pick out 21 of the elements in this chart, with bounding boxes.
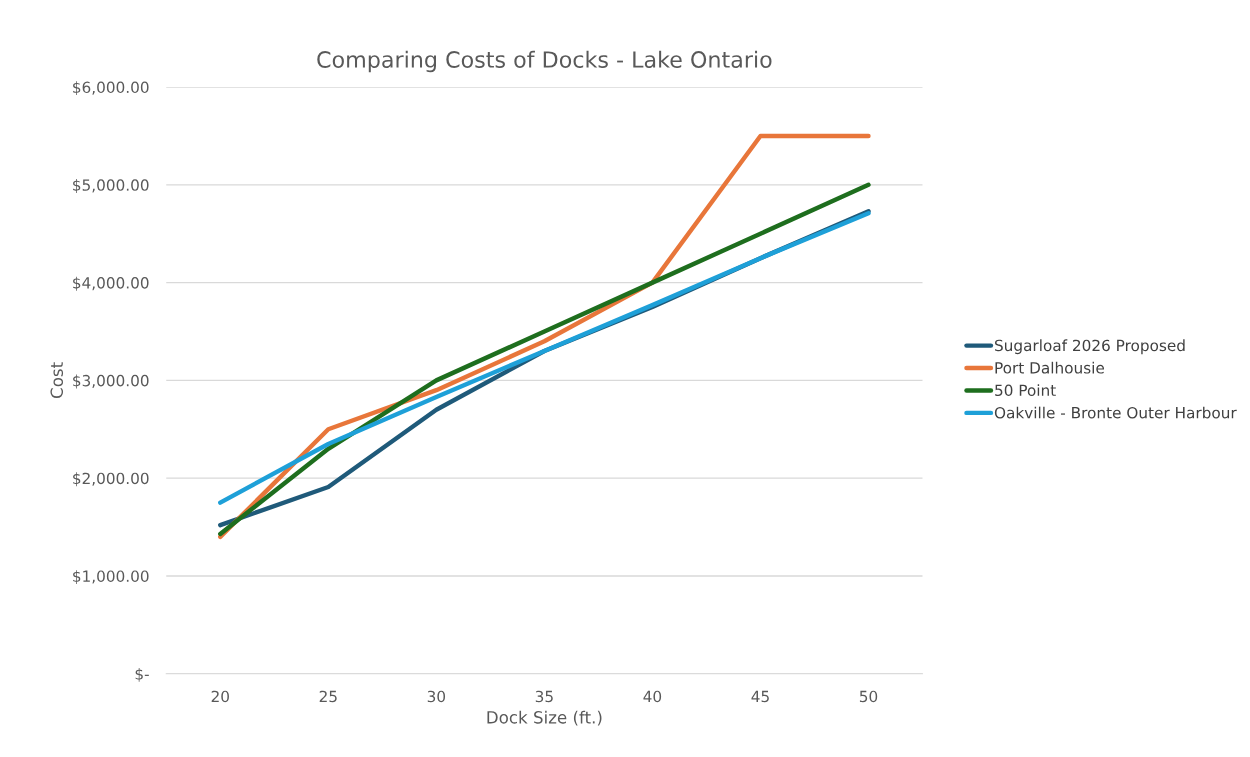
x-tick-label: 25	[319, 690, 337, 703]
x-tick-label: 50	[859, 690, 878, 703]
y-tick-label: $6,000.00	[73, 81, 149, 96]
y-tick-label: $4,000.00	[73, 276, 149, 291]
x-tick-label: 20	[211, 690, 229, 703]
chart-title: Comparing Costs of Docks - Lake Ontario	[317, 50, 772, 73]
y-tick-label: $2,000.00	[73, 472, 149, 487]
legend-label: Port Dalhousie	[995, 361, 1105, 374]
legend-label: Oakville - Bronte Outer Harbour	[994, 406, 1237, 419]
x-tick-label: 35	[535, 690, 553, 703]
legend-label: 50 Point	[995, 384, 1056, 397]
y-axis-title: Cost	[50, 362, 64, 398]
x-axis-title: Dock Size (ft.)	[487, 710, 602, 726]
x-tick-label: 30	[427, 690, 446, 703]
x-tick-label: 40	[643, 690, 662, 703]
y-tick-label: $3,000.00	[73, 374, 149, 389]
legend-label: Sugarloaf 2026 Proposed	[995, 339, 1185, 355]
x-tick-label: 45	[751, 690, 769, 703]
y-tick-label: $-	[135, 667, 149, 682]
y-tick-label: $5,000.00	[73, 179, 149, 193]
y-tick-label: $1,000.00	[73, 570, 149, 584]
